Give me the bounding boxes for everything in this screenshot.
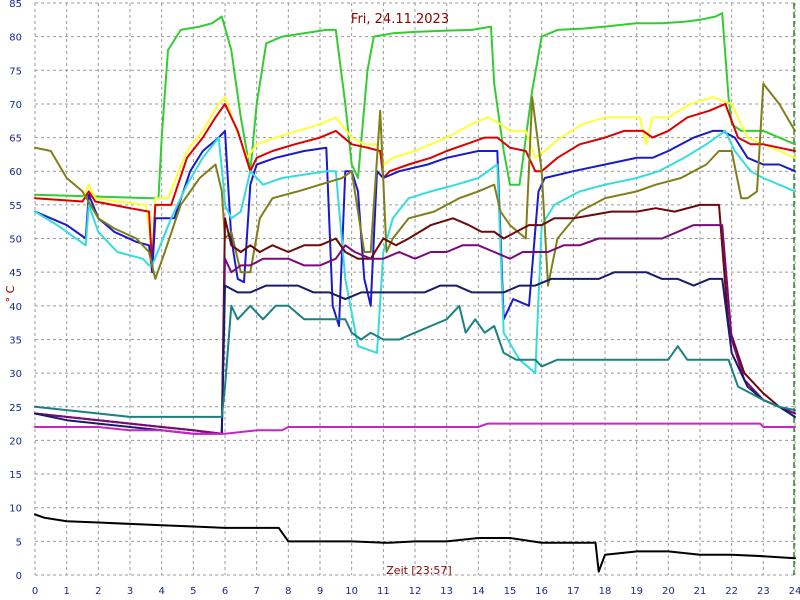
series-line (34, 129, 796, 375)
y-axis-ticks: 0 5 10 15 20 25 30 35 40 45 50 55 60 65 70 75 80 85 (9, 0, 22, 582)
y-tick-label: 40 (9, 302, 22, 313)
y-tick-label: 35 (9, 335, 22, 346)
x-tick-label: 3 (127, 586, 133, 597)
y-tick-label: 25 (9, 403, 22, 414)
series-lines (34, 12, 796, 573)
x-tick-label: 23 (757, 586, 770, 597)
y-tick-label: 75 (9, 66, 22, 77)
x-tick-label: 0 (32, 586, 38, 597)
series-line (34, 513, 796, 573)
y-tick-label: 30 (9, 369, 22, 380)
y-tick-label: 20 (9, 436, 22, 447)
x-axis-ticks: 0 1 2 3 4 5 6 7 8 9 10 11 12 13 14 15 16 17 18 19 20 21 22 23 24 (32, 586, 800, 597)
x-tick-label: 19 (630, 586, 643, 597)
series-line (34, 96, 796, 253)
x-tick-label: 24 (789, 586, 800, 597)
y-tick-label: 50 (9, 235, 22, 246)
y-tick-label: 0 (16, 571, 22, 582)
x-tick-label: 10 (345, 586, 358, 597)
y-tick-label: 10 (9, 504, 22, 515)
y-tick-label: 80 (9, 33, 22, 44)
x-tick-label: 5 (190, 586, 196, 597)
series-line (34, 102, 796, 267)
series-line (34, 224, 796, 435)
x-tick-label: 1 (63, 586, 69, 597)
x-tick-label: 17 (567, 586, 580, 597)
x-tick-label: 15 (504, 586, 517, 597)
chart-title: Fri, 24.11.2023 (351, 12, 449, 27)
y-tick-label: 45 (9, 268, 22, 279)
x-tick-label: 14 (472, 586, 485, 597)
x-tick-label: 2 (95, 586, 101, 597)
x-tick-label: 11 (377, 586, 390, 597)
y-axis-label: ° C (4, 285, 17, 302)
y-tick-label: 70 (9, 100, 22, 111)
series-line (34, 304, 796, 418)
series-line (34, 82, 796, 287)
x-axis-label: Zeit [23:57] (386, 564, 451, 577)
y-tick-label: 15 (9, 470, 22, 481)
series-line (34, 271, 796, 435)
series-line (34, 203, 796, 435)
y-tick-label: 5 (16, 537, 22, 548)
grid (34, 2, 796, 576)
x-tick-label: 16 (535, 586, 548, 597)
series-line (34, 422, 796, 435)
x-tick-label: 22 (725, 586, 738, 597)
x-tick-label: 21 (694, 586, 707, 597)
x-tick-label: 12 (409, 586, 422, 597)
y-tick-label: 85 (9, 0, 22, 10)
x-tick-label: 20 (662, 586, 675, 597)
x-tick-label: 13 (440, 586, 453, 597)
y-tick-label: 65 (9, 134, 22, 145)
x-tick-label: 8 (285, 586, 291, 597)
x-tick-label: 4 (158, 586, 164, 597)
y-tick-label: 55 (9, 201, 22, 212)
x-tick-label: 7 (253, 586, 259, 597)
x-tick-label: 6 (222, 586, 228, 597)
x-tick-label: 18 (599, 586, 612, 597)
series-line (34, 12, 796, 200)
series-line (34, 129, 796, 327)
y-tick-label: 60 (9, 167, 22, 178)
x-tick-label: 9 (317, 586, 323, 597)
